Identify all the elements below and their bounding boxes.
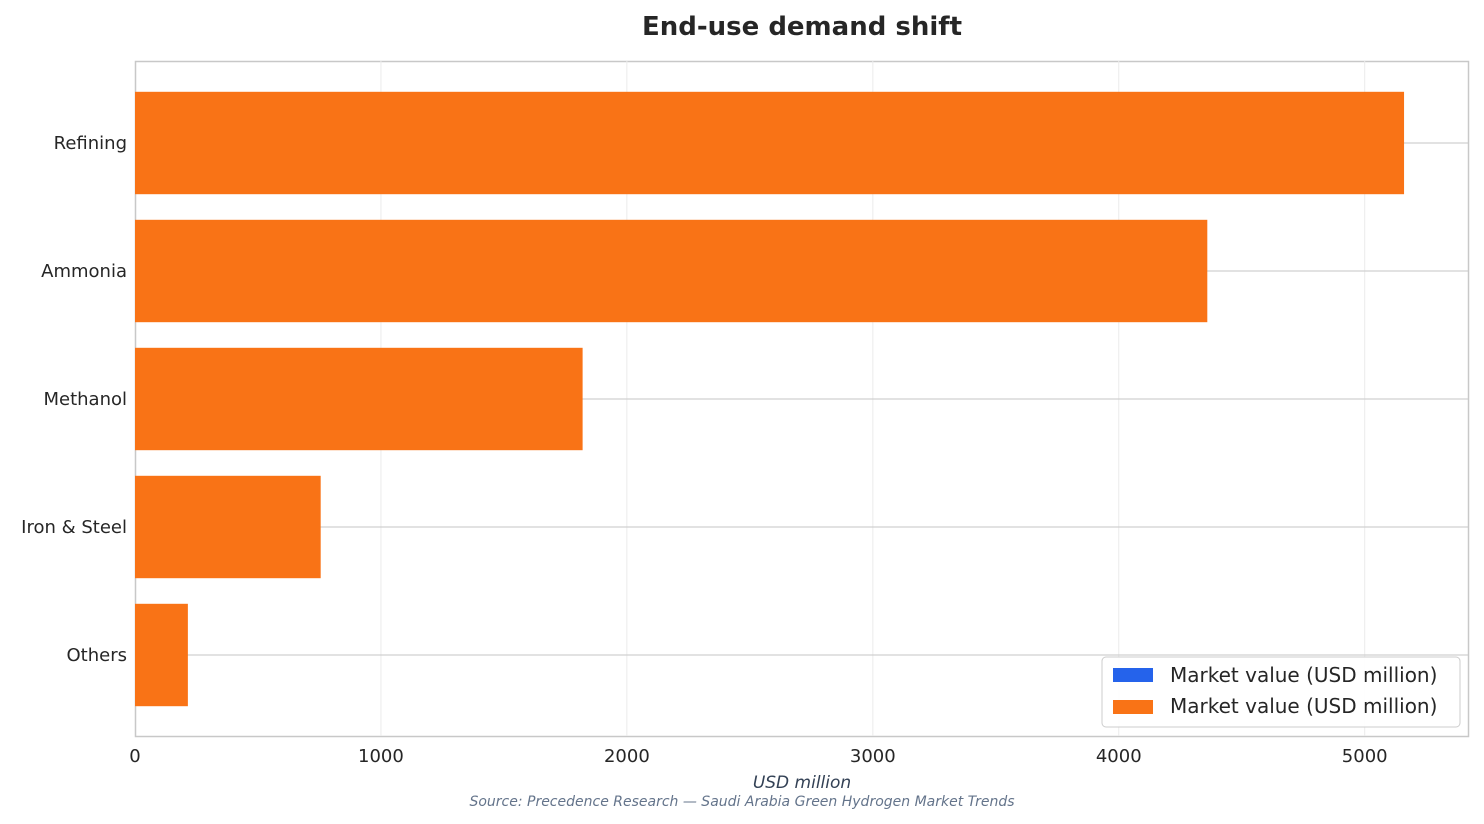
x-tick-label: 4000 bbox=[1096, 746, 1142, 767]
x-tick-label: 1000 bbox=[358, 746, 404, 767]
legend-label-2: Market value (USD million) bbox=[1170, 694, 1437, 718]
x-axis-label: USD million bbox=[753, 773, 851, 793]
legend-swatch-2 bbox=[1113, 700, 1153, 714]
source-note: Source: Precedence Research — Saudi Arab… bbox=[469, 794, 1014, 810]
category-label: Others bbox=[67, 645, 128, 666]
category-label: Methanol bbox=[43, 389, 127, 410]
x-tick-label: 5000 bbox=[1342, 746, 1388, 767]
legend: Market value (USD million) Market value … bbox=[1101, 656, 1461, 728]
category-label: Iron & Steel bbox=[21, 517, 127, 538]
bar-others bbox=[135, 603, 188, 707]
x-tick-label: 2000 bbox=[604, 746, 650, 767]
category-label: Ammonia bbox=[41, 261, 127, 282]
bars bbox=[135, 91, 1405, 707]
legend-box bbox=[1101, 656, 1461, 728]
x-tick-labels: 0 1000 2000 3000 4000 5000 bbox=[129, 746, 1387, 767]
category-label: Refining bbox=[54, 133, 127, 154]
legend-swatch-1 bbox=[1113, 668, 1153, 682]
legend-label-1: Market value (USD million) bbox=[1170, 663, 1437, 687]
x-tick-label: 0 bbox=[129, 746, 140, 767]
bar-refining bbox=[135, 91, 1405, 195]
bar-iron-steel bbox=[135, 475, 321, 579]
x-tick-label: 3000 bbox=[850, 746, 896, 767]
category-labels: Refining Ammonia Methanol Iron & Steel Other… bbox=[21, 133, 127, 666]
bar-ammonia bbox=[135, 219, 1208, 323]
chart-title: End-use demand shift bbox=[642, 12, 962, 42]
bar-methanol bbox=[135, 347, 583, 451]
